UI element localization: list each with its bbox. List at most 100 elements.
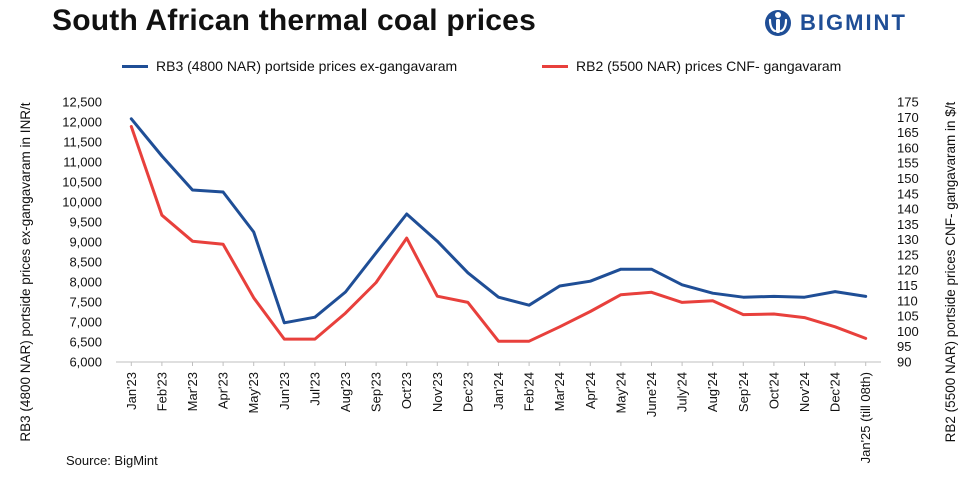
data-point-rb2 bbox=[344, 311, 347, 315]
data-point-rb2 bbox=[497, 340, 500, 343]
data-point-rb2 bbox=[742, 313, 745, 316]
data-point-rb3 bbox=[283, 321, 286, 324]
y-left-tick-label: 12,000 bbox=[62, 115, 102, 130]
y-right-tick-label: 145 bbox=[897, 186, 919, 201]
y-right-tick-label: 135 bbox=[897, 217, 919, 232]
x-tick-label: Aug'23 bbox=[338, 372, 353, 412]
y-right-tick-label: 95 bbox=[897, 339, 911, 354]
data-point-rb3 bbox=[405, 212, 408, 216]
data-point-rb3 bbox=[344, 290, 347, 294]
y-left-tick-label: 10,000 bbox=[62, 195, 102, 210]
data-point-rb2 bbox=[680, 301, 684, 304]
y-right-tick-label: 170 bbox=[897, 110, 919, 125]
y-right-tick-label: 120 bbox=[897, 263, 919, 278]
data-point-rb3 bbox=[864, 295, 867, 298]
x-tick-label: Apr'24 bbox=[583, 372, 598, 409]
y-left-axis-title: RB3 (4800 NAR) portside prices ex-gangav… bbox=[18, 102, 33, 441]
x-tick-label: Jan'25 (till 08th) bbox=[858, 372, 873, 463]
series-line-rb2 bbox=[129, 125, 868, 343]
data-point-rb3 bbox=[466, 271, 470, 274]
x-tick-label: Mar'23 bbox=[185, 372, 200, 411]
x-tick-label: May'23 bbox=[246, 372, 261, 414]
data-point-rb3 bbox=[711, 292, 714, 295]
y-right-tick-label: 155 bbox=[897, 156, 919, 171]
bigmint-logo: BIGMINT bbox=[764, 6, 907, 40]
y-right-tick-label: 105 bbox=[897, 309, 919, 324]
data-point-rb2 bbox=[619, 293, 623, 296]
x-tick-label: May'24 bbox=[613, 372, 628, 414]
x-tick-label: Nov'24 bbox=[797, 372, 812, 412]
y-left-tick-label: 9,500 bbox=[69, 215, 102, 230]
y-left-tick-label: 8,000 bbox=[69, 275, 102, 290]
y-right-tick-label: 165 bbox=[897, 125, 919, 140]
data-point-rb2 bbox=[252, 296, 255, 299]
legend-label-rb3: RB3 (4800 NAR) portside prices ex-gangav… bbox=[156, 58, 458, 74]
data-point-rb3 bbox=[191, 188, 194, 192]
data-point-rb2 bbox=[650, 291, 653, 294]
data-point-rb2 bbox=[436, 295, 439, 298]
x-tick-label: Apr'23 bbox=[216, 372, 231, 409]
y-left-tick-label: 11,000 bbox=[63, 155, 102, 170]
data-point-rb2 bbox=[864, 337, 867, 340]
x-tick-label: Dec'24 bbox=[828, 372, 843, 412]
x-tick-label: Mar'24 bbox=[552, 372, 567, 411]
bigmint-logo-icon bbox=[765, 10, 791, 36]
data-point-rb3 bbox=[221, 190, 225, 194]
y-left-tick-label: 10,500 bbox=[62, 175, 102, 190]
data-point-rb3 bbox=[558, 284, 561, 288]
y-right-tick-label: 130 bbox=[897, 232, 919, 247]
data-point-rb2 bbox=[772, 312, 776, 316]
y-left-tick-label: 6,000 bbox=[69, 355, 102, 370]
legend-item-rb2: RB2 (5500 NAR) prices CNF- gangavaram bbox=[542, 58, 841, 74]
y-right-tick-label: 115 bbox=[897, 278, 918, 293]
data-point-rb2 bbox=[191, 240, 194, 243]
data-point-rb2 bbox=[589, 310, 592, 313]
y-left-tick-label: 9,000 bbox=[69, 235, 102, 250]
y-right-tick-label: 90 bbox=[897, 355, 911, 370]
x-tick-label: Jan'23 bbox=[124, 372, 139, 410]
data-point-rb2 bbox=[527, 340, 531, 343]
x-tick-label: Sep'24 bbox=[736, 372, 751, 412]
x-tick-label: Feb'23 bbox=[154, 372, 169, 411]
x-tick-label: Jan'24 bbox=[491, 372, 506, 410]
x-tick-label: Oct'23 bbox=[399, 372, 414, 409]
data-point-rb3 bbox=[527, 304, 531, 307]
x-tick-label: Jun'23 bbox=[277, 372, 292, 410]
data-point-rb2 bbox=[833, 325, 837, 328]
y-left-tick-label: 7,000 bbox=[69, 315, 102, 330]
data-point-rb3 bbox=[252, 230, 255, 234]
data-point-rb3 bbox=[803, 296, 806, 299]
y-right-tick-label: 160 bbox=[897, 140, 919, 155]
y-left-tick-label: 7,500 bbox=[69, 295, 102, 310]
legend-swatch-rb3 bbox=[122, 64, 148, 68]
x-tick-label: June'24 bbox=[644, 372, 659, 417]
y-left-tick-label: 8,500 bbox=[69, 255, 102, 270]
data-point-rb2 bbox=[130, 125, 133, 128]
x-tick-label: Jul'23 bbox=[307, 372, 322, 406]
y-left-tick-label: 11,500 bbox=[63, 135, 102, 150]
data-point-rb2 bbox=[711, 299, 714, 302]
data-point-rb2 bbox=[374, 281, 378, 284]
data-point-rb2 bbox=[558, 325, 561, 328]
y-right-tick-label: 175 bbox=[897, 95, 919, 110]
legend-item-rb3: RB3 (4800 NAR) portside prices ex-gangav… bbox=[122, 58, 457, 74]
data-point-rb2 bbox=[313, 337, 317, 341]
bigmint-logo-text: BIGMINT bbox=[800, 10, 907, 35]
y-right-tick-label: 125 bbox=[897, 247, 919, 262]
data-point-rb3 bbox=[742, 296, 745, 299]
x-tick-label: Dec'23 bbox=[460, 372, 475, 412]
legend-swatch-rb2 bbox=[542, 64, 568, 68]
data-point-rb2 bbox=[221, 243, 225, 246]
data-point-rb2 bbox=[283, 337, 286, 341]
data-point-rb3 bbox=[374, 251, 378, 254]
data-point-rb2 bbox=[466, 301, 470, 304]
chart-title: South African thermal coal prices bbox=[52, 4, 536, 37]
y-right-tick-label: 150 bbox=[897, 171, 919, 186]
data-point-rb3 bbox=[313, 316, 317, 319]
y-right-tick-label: 140 bbox=[897, 202, 919, 217]
y-left-tick-label: 12,500 bbox=[62, 95, 102, 110]
y-left-tick-label: 6,500 bbox=[69, 335, 102, 350]
chart-legend: RB3 (4800 NAR) portside prices ex-gangav… bbox=[0, 56, 976, 78]
x-tick-label: Aug'24 bbox=[705, 372, 720, 412]
